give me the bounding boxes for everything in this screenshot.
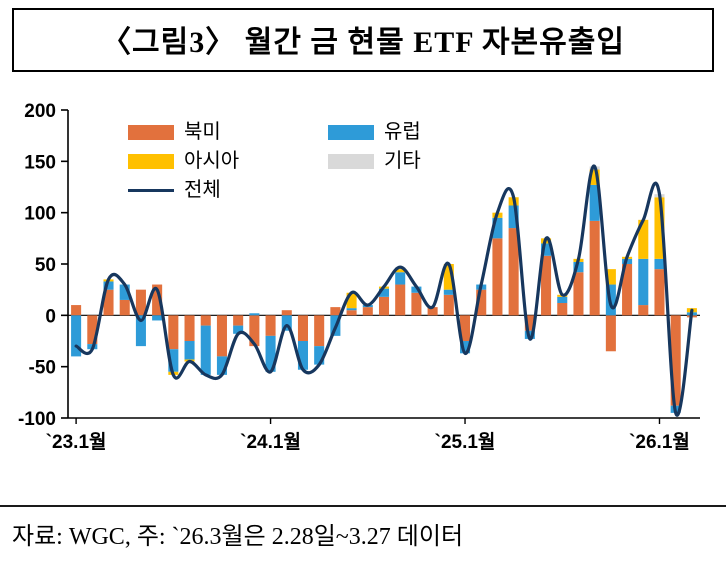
figure-title-box: 〈그림3〉 월간 금 현물 ETF 자본유출입: [12, 8, 714, 72]
legend-swatch-other: [328, 153, 374, 169]
legend-item-total: 전체: [128, 180, 328, 200]
chart-area: 200 150 100 50 0 -50 -100 `23.1월 `24.1월 `25.1월 `26…: [0, 72, 726, 472]
svg-text:50: 50: [35, 255, 56, 276]
svg-text:`25.1월: `25.1월: [435, 431, 496, 453]
svg-text:`24.1월: `24.1월: [240, 431, 301, 453]
source-note: 자료: WGC, 주: `26.3월은 2.28일~3.27 데이터: [0, 505, 726, 551]
figure-title: 〈그림3〉 월간 금 현물 ETF 자본유출입: [101, 26, 625, 59]
legend-item-asia: 아시아: [128, 151, 328, 171]
legend-label-other: 기타: [384, 150, 421, 172]
legend-swatch-north-america: [128, 124, 174, 140]
legend-item-north-america: 북미: [128, 122, 328, 142]
svg-text:200: 200: [24, 101, 56, 122]
chart-legend: 북미 유럽 아시아 기타 전체: [128, 122, 421, 200]
svg-text:-100: -100: [18, 409, 56, 430]
legend-label-north-america: 북미: [184, 121, 221, 143]
legend-item-other: 기타: [328, 151, 421, 171]
svg-text:`23.1월: `23.1월: [46, 431, 107, 453]
etf-flow-chart: 200 150 100 50 0 -50 -100`23.1월 `24.1월 `25.1월 `26…: [18, 101, 700, 453]
legend-swatch-total-line: [128, 188, 174, 192]
source-text: 자료: WGC, 주: `26.3월은 2.28일~3.27 데이터: [12, 524, 464, 550]
legend-item-europe: 유럽: [328, 122, 421, 142]
svg-text:100: 100: [24, 204, 56, 225]
legend-label-asia: 아시아: [184, 150, 240, 172]
legend-swatch-asia: [128, 153, 174, 169]
svg-text:-50: -50: [29, 358, 56, 379]
legend-label-europe: 유럽: [384, 121, 421, 143]
svg-text:150: 150: [24, 152, 56, 173]
legend-swatch-europe: [328, 124, 374, 140]
svg-text:0: 0: [45, 306, 56, 327]
legend-label-total: 전체: [184, 179, 221, 201]
svg-text:`26.1월: `26.1월: [629, 431, 690, 453]
